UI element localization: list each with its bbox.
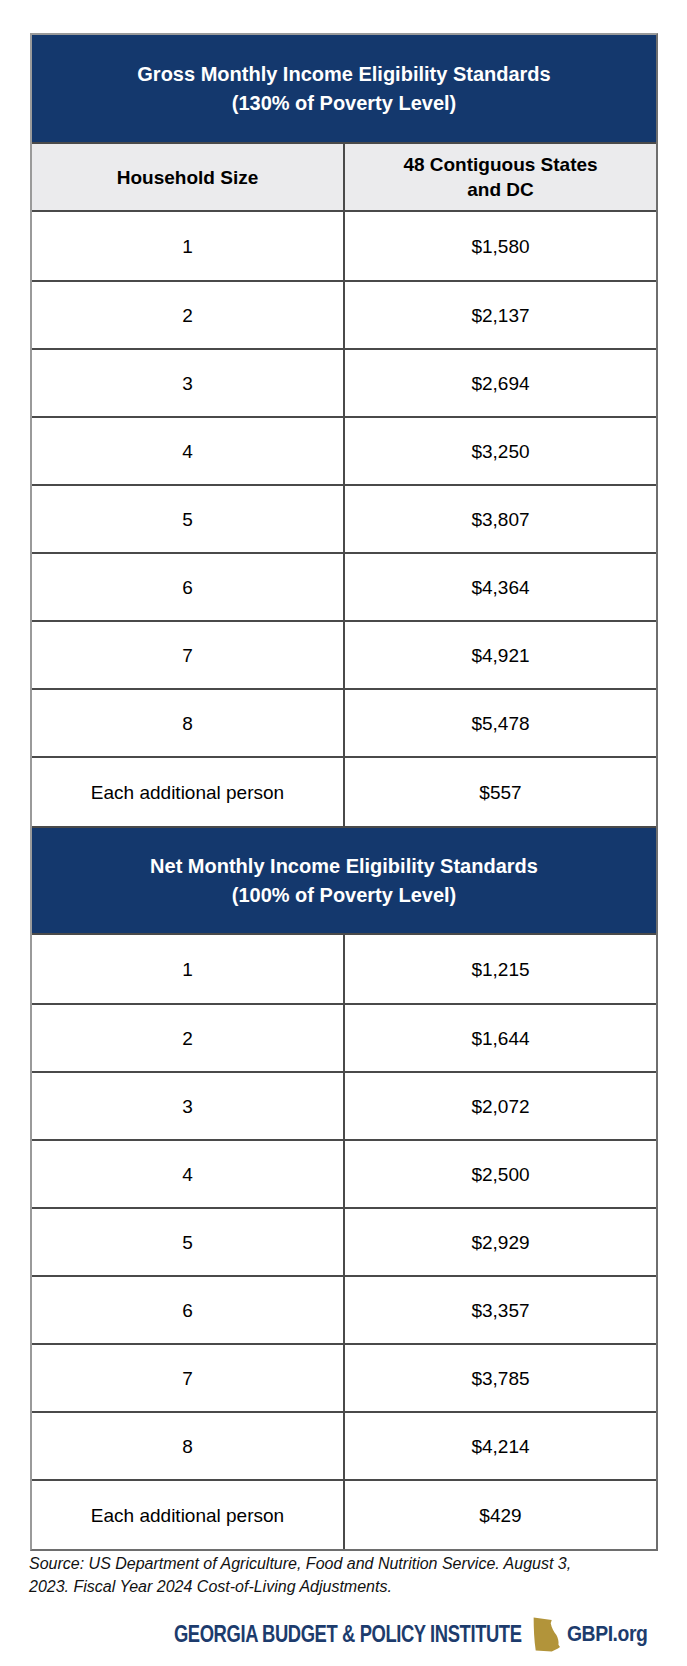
table-row: 6$3,357 [32,1275,656,1343]
income-amount-cell: $3,250 [343,418,656,484]
table-row: 7$4,921 [32,620,656,688]
org-name: GEORGIA BUDGET & POLICY INSTITUTE [174,1621,522,1648]
income-amount-cell: $2,137 [343,282,656,348]
household-size-cell: Each additional person [32,758,343,826]
household-size-cell: 5 [32,1209,343,1275]
section-header-net: Net Monthly Income Eligibility Standards… [32,826,656,933]
section-title-net: Net Monthly Income Eligibility Standards [150,852,538,881]
table-row: 8$4,214 [32,1411,656,1479]
income-amount-cell: $429 [343,1481,656,1549]
household-size-cell: 1 [32,212,343,280]
source-note: Source: US Department of Agriculture, Fo… [29,1552,659,1598]
table-row: 2$1,644 [32,1003,656,1071]
income-amount-cell: $1,215 [343,935,656,1003]
household-size-cell: 3 [32,350,343,416]
household-size-cell: Each additional person [32,1481,343,1549]
table-row: 5$3,807 [32,484,656,552]
table-row: 7$3,785 [32,1343,656,1411]
section-subtitle-net: (100% of Poverty Level) [232,881,457,910]
site-url: GBPI.org [567,1621,647,1647]
section-title-gross: Gross Monthly Income Eligibility Standar… [137,60,550,89]
household-size-cell: 2 [32,1005,343,1071]
income-amount-cell: $4,214 [343,1413,656,1479]
table-row: 6$4,364 [32,552,656,620]
income-amount-cell: $4,921 [343,622,656,688]
column-header-row: Household Size 48 Contiguous States and … [32,142,656,210]
column-header-household-size: Household Size [32,144,343,210]
income-amount-cell: $557 [343,758,656,826]
income-amount-cell: $2,929 [343,1209,656,1275]
income-amount-cell: $2,500 [343,1141,656,1207]
table-row: Each additional person$557 [32,756,656,826]
gross-income-rows: 1$1,5802$2,1373$2,6944$3,2505$3,8076$4,3… [32,210,656,826]
household-size-cell: 8 [32,1413,343,1479]
income-amount-cell: $3,357 [343,1277,656,1343]
household-size-cell: 4 [32,1141,343,1207]
table-row: 1$1,580 [32,212,656,280]
household-size-cell: 2 [32,282,343,348]
table-row: 3$2,694 [32,348,656,416]
household-size-cell: 5 [32,486,343,552]
income-amount-cell: $3,807 [343,486,656,552]
georgia-state-icon [529,1616,560,1653]
income-amount-cell: $1,580 [343,212,656,280]
income-amount-cell: $5,478 [343,690,656,756]
table-row: 1$1,215 [32,935,656,1003]
household-size-cell: 8 [32,690,343,756]
column-header-states: 48 Contiguous States and DC [343,144,656,210]
income-eligibility-table: Gross Monthly Income Eligibility Standar… [30,33,658,1551]
household-size-cell: 7 [32,622,343,688]
table-row: 5$2,929 [32,1207,656,1275]
table-row: Each additional person$429 [32,1479,656,1549]
household-size-cell: 4 [32,418,343,484]
section-subtitle-gross: (130% of Poverty Level) [232,89,457,118]
table-row: 2$2,137 [32,280,656,348]
income-amount-cell: $3,785 [343,1345,656,1411]
household-size-cell: 6 [32,1277,343,1343]
table-row: 3$2,072 [32,1071,656,1139]
household-size-cell: 1 [32,935,343,1003]
income-amount-cell: $2,694 [343,350,656,416]
income-amount-cell: $4,364 [343,554,656,620]
table-row: 4$2,500 [32,1139,656,1207]
household-size-cell: 7 [32,1345,343,1411]
income-amount-cell: $1,644 [343,1005,656,1071]
table-row: 8$5,478 [32,688,656,756]
section-header-gross: Gross Monthly Income Eligibility Standar… [32,35,656,142]
table-row: 4$3,250 [32,416,656,484]
household-size-cell: 6 [32,554,343,620]
income-amount-cell: $2,072 [343,1073,656,1139]
brand-footer: GEORGIA BUDGET & POLICY INSTITUTE GBPI.o… [87,1614,658,1654]
household-size-cell: 3 [32,1073,343,1139]
net-income-rows: 1$1,2152$1,6443$2,0724$2,5005$2,9296$3,3… [32,933,656,1549]
